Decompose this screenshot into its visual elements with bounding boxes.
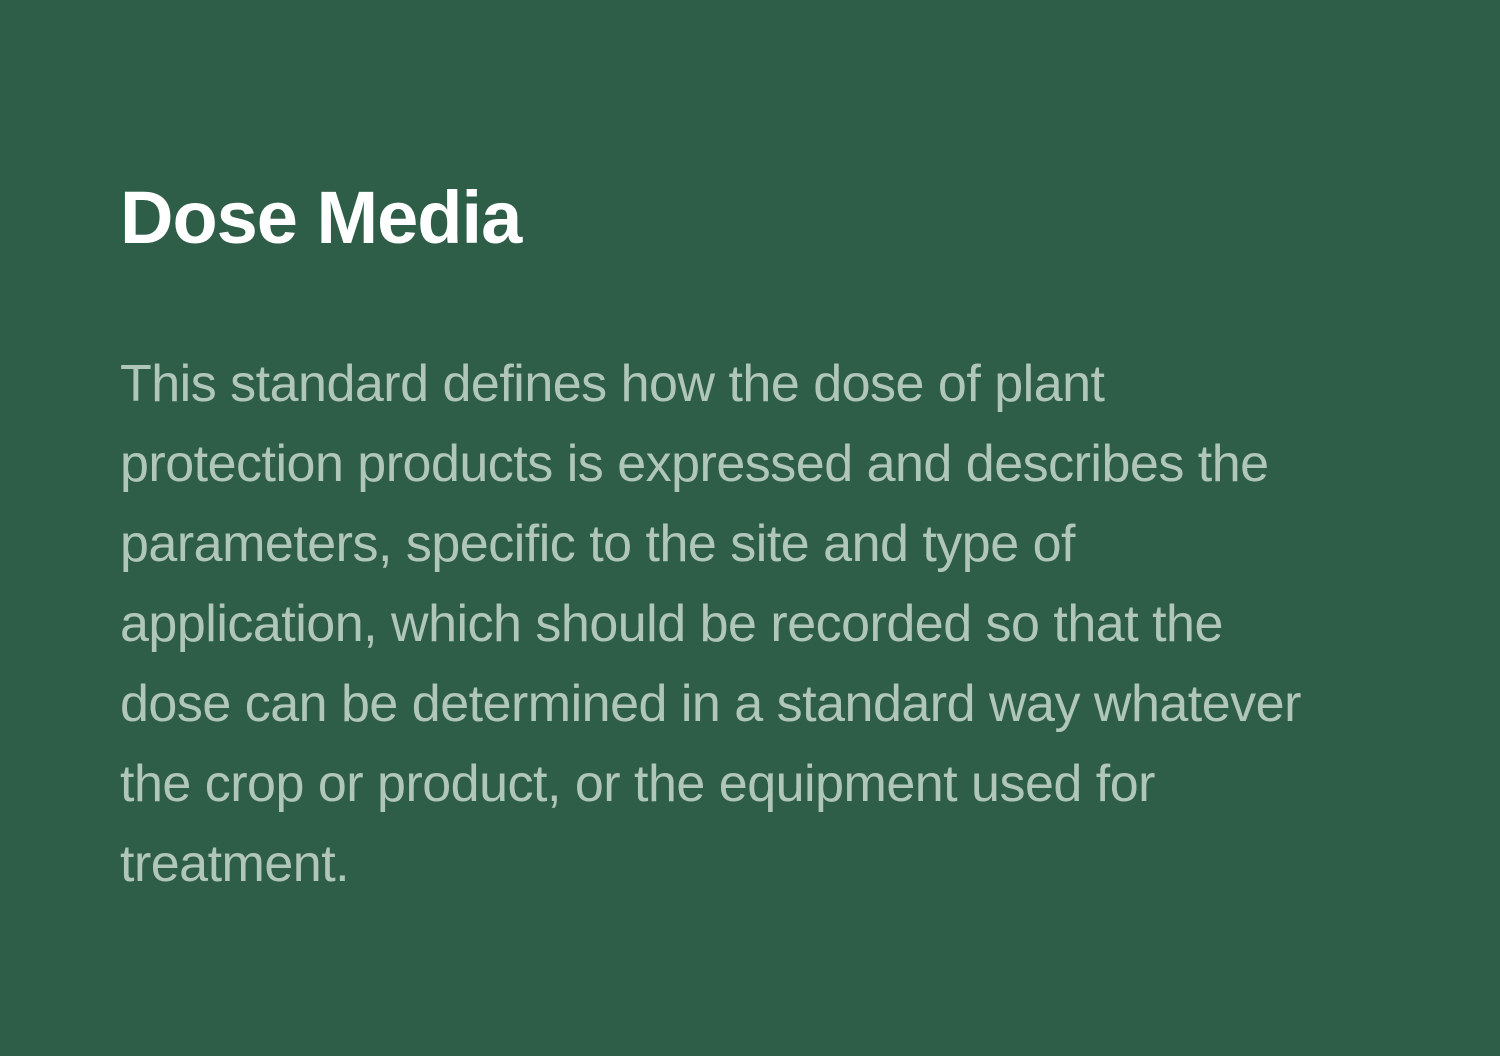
card-description: This standard defines how the dose of pl… <box>120 344 1350 904</box>
description-line-7: treatment. <box>120 835 350 893</box>
description-line-1: This standard defines how the dose of pl… <box>120 355 1105 413</box>
description-line-6: the crop or product, or the equipment us… <box>120 755 1155 813</box>
description-line-3: parameters, specific to the site and typ… <box>120 515 1075 573</box>
description-line-4: application, which should be recorded so… <box>120 595 1223 653</box>
description-line-2: protection products is expressed and des… <box>120 435 1269 493</box>
card-title: Dose Media <box>120 176 522 259</box>
description-line-5: dose can be determined in a standard way… <box>120 675 1301 733</box>
